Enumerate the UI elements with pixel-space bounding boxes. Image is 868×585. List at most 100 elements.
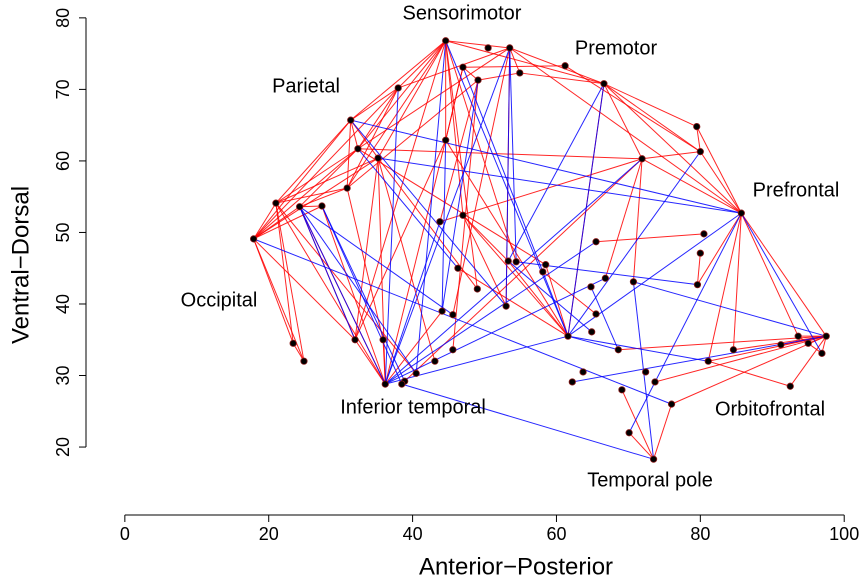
edge — [595, 233, 704, 243]
edge — [275, 202, 386, 385]
edge — [275, 148, 359, 204]
edge — [445, 40, 478, 290]
edge — [740, 212, 827, 337]
node — [436, 218, 444, 226]
node — [651, 378, 659, 386]
x-tick-label: 80 — [690, 524, 710, 544]
node — [700, 230, 708, 238]
node — [588, 328, 596, 336]
edge — [299, 206, 386, 385]
node — [459, 211, 467, 219]
edge — [384, 47, 511, 385]
region-label: Sensorimotor — [403, 2, 522, 24]
edge — [253, 148, 359, 240]
node — [442, 37, 450, 45]
y-tick-label: 20 — [53, 437, 73, 457]
node — [398, 380, 406, 388]
node — [512, 258, 520, 266]
edge — [346, 187, 384, 340]
edge — [346, 79, 479, 189]
edge — [299, 206, 454, 316]
node — [539, 268, 547, 276]
edge — [696, 126, 742, 214]
node — [343, 184, 351, 192]
x-tick-label: 40 — [403, 524, 423, 544]
region-label: Prefrontal — [753, 179, 840, 201]
edge — [354, 139, 447, 340]
node — [484, 44, 492, 52]
node — [300, 357, 308, 365]
node — [449, 346, 457, 354]
edge — [350, 40, 447, 121]
node — [579, 368, 587, 376]
edge — [439, 158, 643, 223]
edge — [253, 238, 294, 344]
node — [600, 80, 608, 88]
edge — [445, 40, 605, 85]
edge — [350, 87, 399, 121]
y-tick-label: 60 — [53, 151, 73, 171]
edge — [740, 212, 823, 354]
edge — [621, 389, 655, 460]
edge — [253, 202, 277, 240]
edge — [567, 151, 701, 337]
edge — [385, 277, 606, 385]
edge — [321, 205, 386, 385]
y-tick-label: 70 — [53, 79, 73, 99]
edge — [509, 47, 521, 74]
edge — [542, 271, 597, 315]
edge — [628, 212, 742, 433]
node — [412, 369, 420, 377]
edge — [299, 206, 417, 374]
edge — [346, 87, 399, 189]
node — [649, 455, 658, 463]
node — [696, 148, 704, 156]
region-label: Parietal — [272, 75, 340, 97]
edge — [354, 339, 386, 385]
edge — [567, 335, 619, 351]
edge — [275, 202, 417, 374]
edge — [507, 83, 605, 262]
node — [794, 332, 802, 340]
node — [431, 357, 439, 365]
node — [459, 63, 467, 71]
node — [354, 145, 362, 153]
edge — [567, 83, 605, 337]
edge — [628, 432, 654, 460]
edge — [654, 335, 827, 383]
node — [289, 339, 297, 347]
edge — [445, 40, 510, 49]
edge — [462, 214, 509, 262]
node — [587, 283, 595, 291]
edge — [377, 157, 436, 362]
edge — [604, 158, 643, 279]
y-tick-label: 80 — [53, 8, 73, 28]
edge — [275, 203, 305, 362]
y-tick-label: 50 — [53, 222, 73, 242]
node — [614, 346, 622, 354]
edge — [441, 80, 479, 312]
edge — [708, 360, 791, 387]
node — [667, 400, 676, 408]
edge — [357, 40, 447, 150]
edge — [357, 148, 546, 266]
node — [786, 382, 794, 390]
node — [704, 357, 712, 365]
node — [561, 62, 569, 70]
edge — [357, 148, 643, 160]
region-label: Premotor — [575, 37, 658, 59]
edge — [382, 339, 386, 385]
node — [504, 257, 512, 265]
edge — [699, 151, 742, 214]
node — [737, 209, 745, 217]
edge — [462, 67, 569, 337]
edge — [415, 40, 447, 374]
edge — [707, 213, 742, 362]
x-tick-label: 60 — [546, 524, 566, 544]
edge — [299, 148, 359, 208]
edge — [354, 40, 447, 340]
edge — [441, 140, 447, 312]
edge — [572, 335, 827, 383]
edge — [377, 158, 386, 385]
